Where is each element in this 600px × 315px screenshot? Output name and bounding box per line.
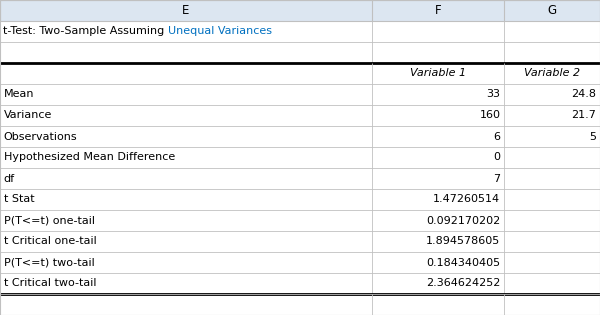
Text: Unequal Variances: Unequal Variances: [168, 26, 272, 37]
Text: 0.092170202: 0.092170202: [426, 215, 500, 226]
Text: Variance: Variance: [4, 111, 52, 121]
Text: 24.8: 24.8: [571, 89, 596, 100]
Text: P(T<=t) two-tail: P(T<=t) two-tail: [4, 257, 94, 267]
Bar: [504, 0, 600, 21]
Text: t Critical one-tail: t Critical one-tail: [4, 237, 97, 247]
Text: Observations: Observations: [4, 131, 77, 141]
Bar: [0, 84, 600, 105]
Bar: [0, 105, 600, 126]
Bar: [0, 294, 600, 315]
Bar: [0, 273, 600, 294]
Bar: [0, 0, 372, 21]
Text: 6: 6: [493, 131, 500, 141]
Bar: [0, 42, 600, 63]
Bar: [0, 21, 600, 42]
Text: 21.7: 21.7: [572, 111, 596, 121]
Text: E: E: [182, 4, 190, 17]
Text: 33: 33: [487, 89, 500, 100]
Text: 1.47260514: 1.47260514: [433, 194, 500, 204]
Text: Variable 2: Variable 2: [524, 68, 580, 78]
Text: t Critical two-tail: t Critical two-tail: [4, 278, 96, 289]
Bar: [0, 231, 600, 252]
Text: t Stat: t Stat: [4, 194, 34, 204]
Bar: [0, 63, 600, 84]
Text: P(T<=t) one-tail: P(T<=t) one-tail: [4, 215, 95, 226]
Text: 1.894578605: 1.894578605: [426, 237, 500, 247]
Bar: [0, 210, 600, 231]
Text: t-Test: Two-Sample Assuming: t-Test: Two-Sample Assuming: [3, 26, 168, 37]
Text: df: df: [4, 174, 15, 184]
Bar: [0, 168, 600, 189]
Bar: [0, 126, 600, 147]
Text: Hypothesized Mean Difference: Hypothesized Mean Difference: [4, 152, 175, 163]
Text: Mean: Mean: [4, 89, 34, 100]
Text: F: F: [434, 4, 442, 17]
Text: 2.364624252: 2.364624252: [426, 278, 500, 289]
Text: G: G: [547, 4, 557, 17]
Bar: [0, 147, 600, 168]
Text: 0: 0: [493, 152, 500, 163]
Text: 5: 5: [589, 131, 596, 141]
Text: 0.184340405: 0.184340405: [426, 257, 500, 267]
Bar: [0, 189, 600, 210]
Bar: [0, 252, 600, 273]
Text: Variable 1: Variable 1: [410, 68, 466, 78]
Text: 7: 7: [493, 174, 500, 184]
Text: 160: 160: [479, 111, 500, 121]
Bar: [372, 0, 504, 21]
